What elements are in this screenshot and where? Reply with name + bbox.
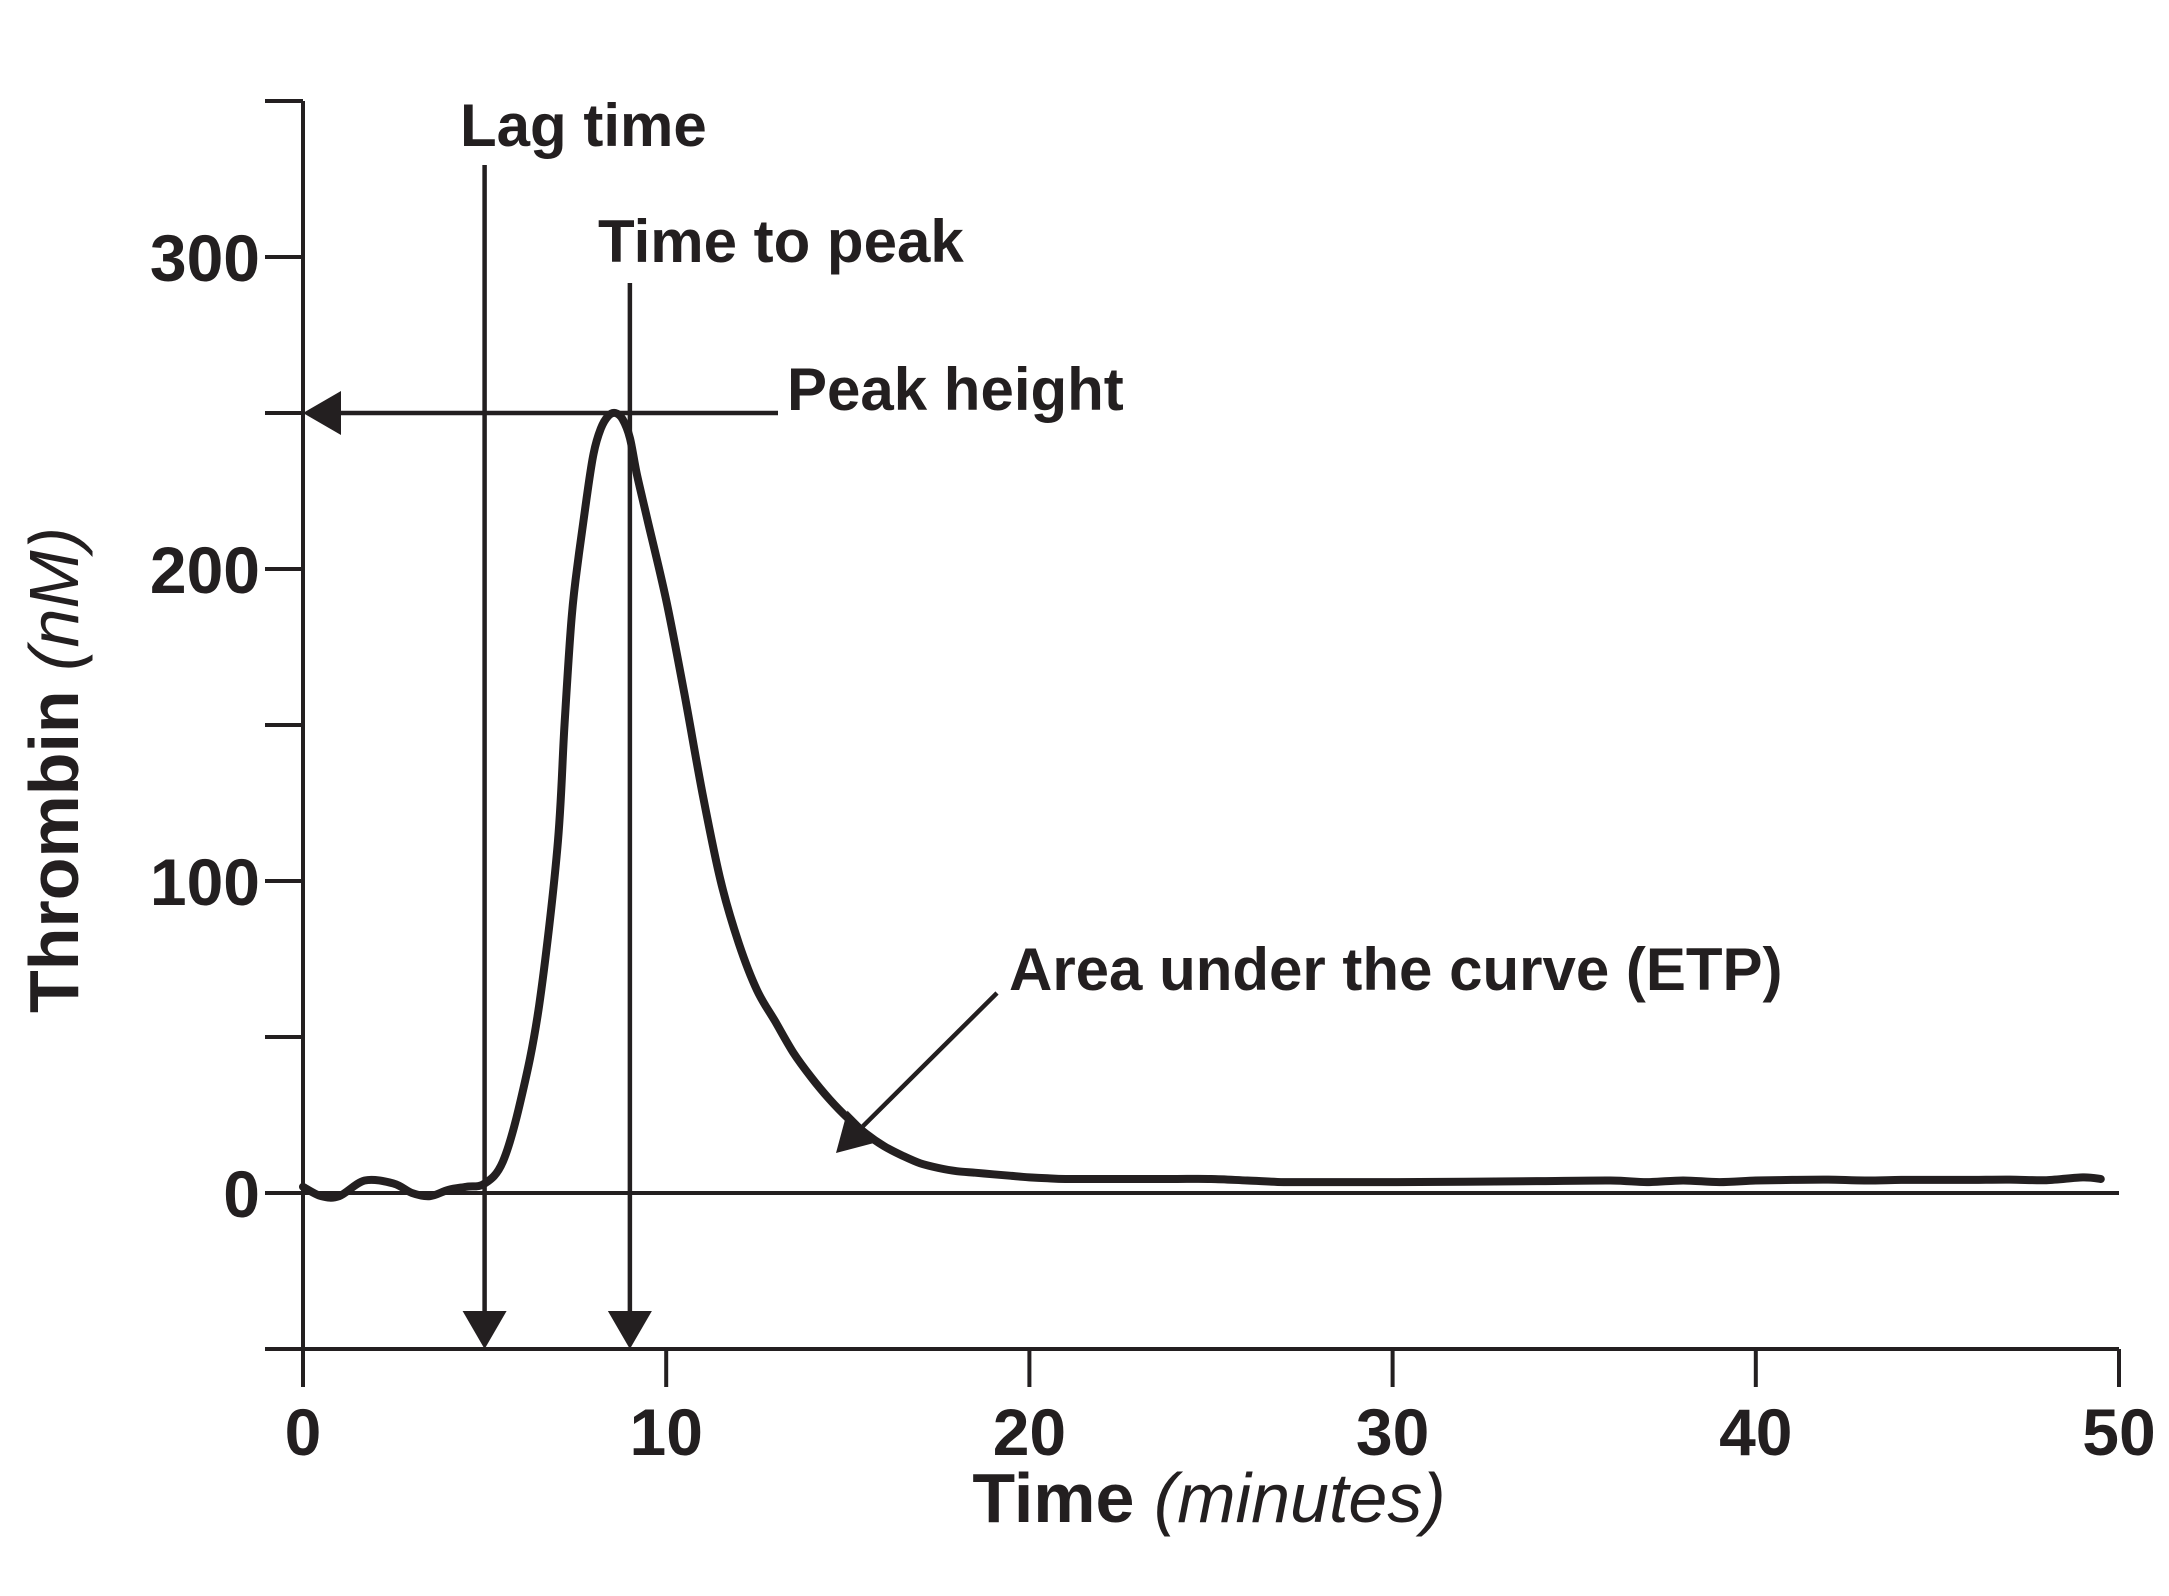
peak-height-label: Peak height [787,356,1124,423]
peak-height-arrowhead [303,391,341,435]
x-tick-label: 50 [2082,1395,2155,1469]
area-arrow-line [861,991,999,1128]
x-tick-label: 0 [285,1395,322,1469]
x-axis-title: Time (minutes) [972,1459,1445,1537]
x-tick-label: 10 [629,1395,702,1469]
x-tick-label: 30 [1356,1395,1429,1469]
lag-time-label: Lag time [460,92,707,159]
axes [265,101,2119,1351]
lag-time-arrow-arrowhead [462,1311,507,1349]
y-tick-label: 0 [223,1157,260,1231]
y-axis-title: Thrombin (nM) [15,527,93,1013]
time-to-peak-label: Time to peak [598,208,964,275]
area-under-curve-label: Area under the curve (ETP) [1009,936,1783,1003]
ticks: 0 10 20 30 40 50 0 100 200 300 [150,99,2156,1469]
thrombin-curve [299,408,2105,1202]
y-tick-label: 100 [150,845,260,919]
time-to-peak-arrow-arrowhead [607,1311,652,1349]
y-axis-label: Thrombin [15,690,93,1013]
y-tick-label: 300 [150,221,260,295]
guides [303,165,999,1349]
curve-layer [299,408,2105,1202]
x-tick-label: 20 [993,1395,1066,1469]
y-tick-label: 200 [150,533,260,607]
area-arrowhead [836,1110,879,1153]
x-axis-label: Time [972,1459,1134,1537]
x-axis-unit: (minutes) [1154,1459,1446,1537]
x-tick-label: 40 [1719,1395,1792,1469]
y-axis-unit: (nM) [15,527,93,671]
